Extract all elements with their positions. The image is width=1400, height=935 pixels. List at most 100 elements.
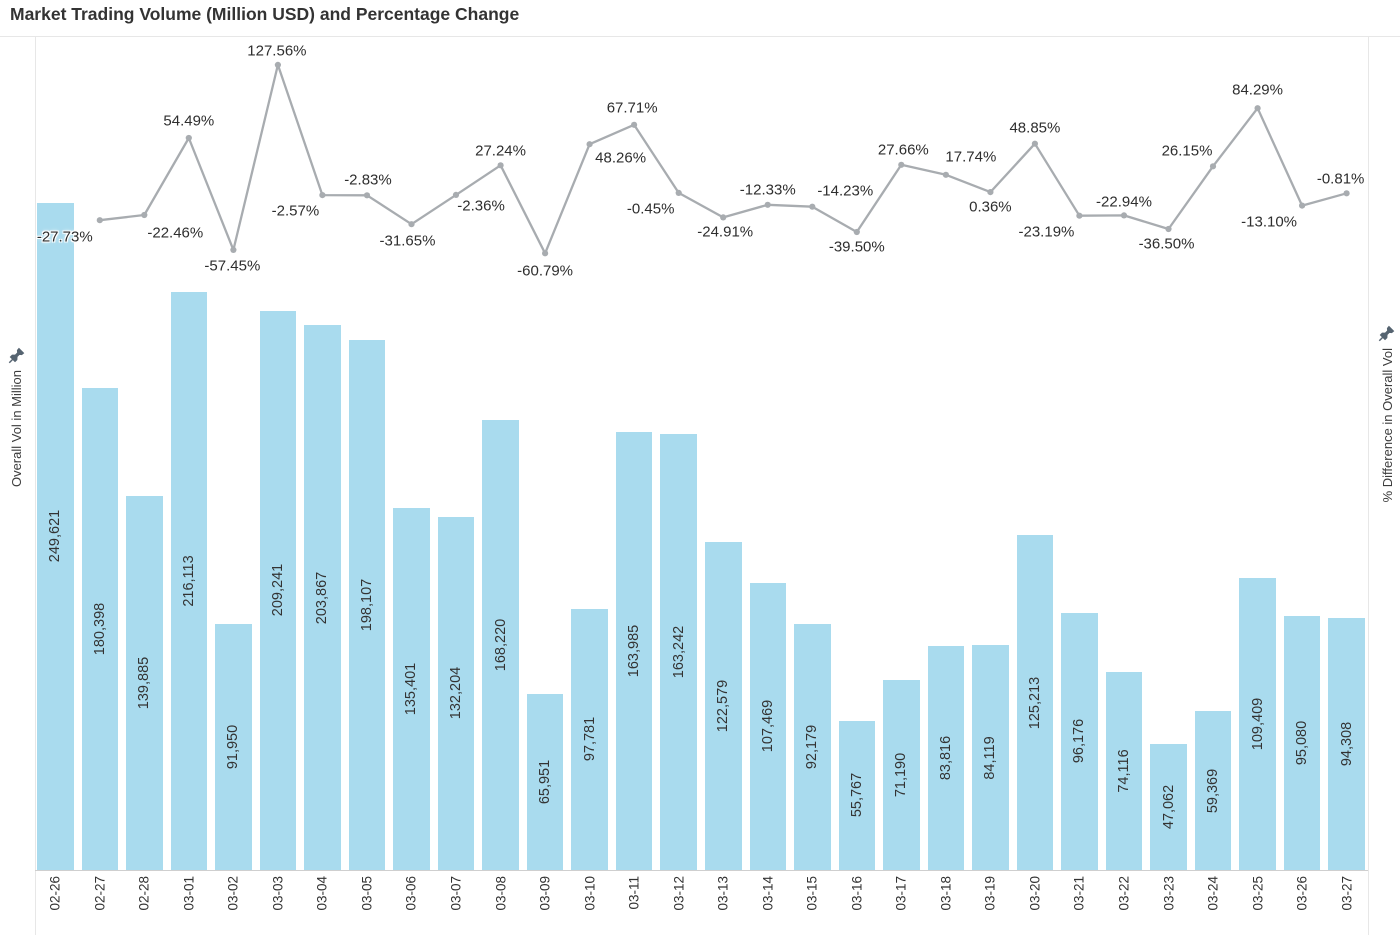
volume-bar-03-22[interactable]	[1105, 671, 1143, 870]
x-axis-label-03-21[interactable]: 03-21	[1071, 876, 1087, 911]
volume-bar-03-19[interactable]	[972, 645, 1009, 870]
pct-value-label-03-05: -2.83%	[344, 171, 392, 189]
pct-value-label-03-21: -23.19%	[1018, 223, 1075, 241]
pct-value-label-03-12: -0.45%	[626, 200, 675, 218]
pct-point-marker[interactable]	[1254, 105, 1261, 112]
x-axis-label-03-24[interactable]: 03-24	[1205, 876, 1221, 911]
volume-bar-03-03[interactable]	[259, 310, 297, 870]
x-axis-label-02-28[interactable]: 02-28	[136, 876, 152, 911]
pct-point-marker[interactable]	[497, 162, 504, 169]
pct-point-marker[interactable]	[720, 214, 727, 221]
volume-bar-03-14[interactable]	[749, 582, 786, 870]
volume-bar-03-26[interactable]	[1283, 615, 1321, 870]
volume-bar-03-17[interactable]	[883, 679, 920, 870]
x-axis-label-03-13[interactable]: 03-13	[715, 876, 731, 911]
pct-point-marker[interactable]	[675, 189, 682, 196]
x-axis-label-03-12[interactable]: 03-12	[671, 876, 687, 911]
x-axis-label-03-10[interactable]: 03-10	[582, 876, 598, 911]
pct-point-marker[interactable]	[274, 61, 281, 68]
pct-point-marker[interactable]	[408, 221, 415, 228]
x-axis-label-03-27[interactable]: 03-27	[1339, 876, 1355, 911]
x-axis-label-03-11[interactable]: 03-11	[626, 876, 642, 910]
pct-point-marker[interactable]	[764, 201, 771, 208]
x-axis-label-03-25[interactable]: 03-25	[1250, 876, 1266, 911]
volume-bar-03-20[interactable]	[1016, 535, 1054, 870]
x-axis-label-03-15[interactable]: 03-15	[804, 876, 820, 911]
x-axis-label-03-23[interactable]: 03-23	[1161, 876, 1176, 911]
pct-point-marker[interactable]	[542, 250, 549, 257]
pct-value-label-03-15: -14.23%	[817, 182, 874, 200]
x-axis-label-03-06[interactable]: 03-06	[403, 876, 419, 911]
x-axis-label-02-27[interactable]: 02-27	[92, 876, 108, 911]
volume-bar-03-07[interactable]	[437, 516, 475, 870]
volume-bar-03-21[interactable]	[1061, 612, 1098, 870]
x-axis-label-03-01[interactable]: 03-01	[181, 876, 197, 911]
x-axis-label-03-18[interactable]: 03-18	[938, 876, 954, 911]
volume-bar-03-11[interactable]	[615, 431, 653, 870]
pct-point-marker[interactable]	[230, 246, 237, 253]
left-axis-pin-icon[interactable]	[8, 347, 25, 364]
pct-point-marker[interactable]	[185, 134, 192, 142]
volume-bar-02-26[interactable]	[37, 202, 74, 870]
pct-point-marker[interactable]	[141, 211, 148, 219]
x-axis-label-02-26[interactable]: 02-26	[47, 876, 63, 911]
pct-point-marker[interactable]	[363, 192, 371, 199]
pct-point-marker[interactable]	[942, 171, 950, 178]
pct-point-marker[interactable]	[987, 189, 994, 196]
pct-point-marker[interactable]	[809, 203, 816, 210]
x-axis-label-03-22[interactable]: 03-22	[1116, 876, 1132, 911]
x-axis-label-03-14[interactable]: 03-14	[760, 876, 776, 911]
x-axis-label-03-03[interactable]: 03-03	[270, 876, 286, 911]
volume-bar-03-13[interactable]	[705, 542, 742, 870]
pct-value-label-03-16: -39.50%	[828, 238, 885, 256]
x-axis-label-03-26[interactable]: 03-26	[1294, 876, 1310, 911]
pct-point-marker[interactable]	[1165, 225, 1172, 233]
x-axis-label-03-02[interactable]: 03-02	[225, 876, 241, 911]
right-axis-pin-icon[interactable]	[1378, 325, 1395, 342]
pct-point-marker[interactable]	[1209, 163, 1217, 170]
volume-bar-03-24[interactable]	[1194, 711, 1232, 870]
x-axis-label-03-09[interactable]: 03-09	[537, 876, 553, 911]
volume-bar-03-27[interactable]	[1328, 617, 1365, 870]
pct-point-marker[interactable]	[853, 228, 860, 236]
x-axis-label-03-19[interactable]: 03-19	[982, 876, 998, 911]
pct-point-marker[interactable]	[96, 217, 103, 224]
volume-bar-02-27[interactable]	[81, 387, 118, 870]
pct-point-marker[interactable]	[1120, 212, 1128, 219]
bar-value-label: 74,116	[1115, 749, 1132, 793]
x-axis-label-03-20[interactable]: 03-20	[1027, 876, 1043, 911]
pct-point-marker[interactable]	[586, 141, 593, 148]
volume-bar-03-01[interactable]	[170, 292, 208, 870]
x-axis-label-03-05[interactable]: 03-05	[359, 876, 375, 911]
pct-point-marker[interactable]	[1343, 190, 1350, 197]
volume-bar-03-16[interactable]	[838, 720, 875, 870]
volume-bar-03-10[interactable]	[571, 608, 608, 870]
volume-bar-03-02[interactable]	[215, 624, 252, 870]
volume-bar-03-05[interactable]	[348, 340, 386, 870]
pct-point-marker[interactable]	[631, 121, 638, 128]
volume-bar-03-04[interactable]	[304, 325, 341, 870]
pct-point-marker[interactable]	[1031, 140, 1038, 147]
x-axis-label-03-07[interactable]: 03-07	[448, 876, 464, 911]
volume-bar-03-08[interactable]	[482, 420, 519, 870]
pct-point-marker[interactable]	[1076, 212, 1083, 219]
volume-bar-03-12[interactable]	[660, 433, 697, 870]
volume-bar-03-25[interactable]	[1239, 577, 1276, 870]
right-axis-title: % Difference in Overall Vol	[1380, 348, 1395, 503]
x-axis-label-03-04[interactable]: 03-04	[314, 876, 330, 911]
volume-bar-03-15[interactable]	[794, 623, 831, 870]
x-axis-label-03-17[interactable]: 03-17	[893, 876, 909, 911]
x-axis-label-03-16[interactable]: 03-16	[849, 876, 865, 911]
volume-bar-03-18[interactable]	[927, 646, 965, 870]
volume-bar-02-28[interactable]	[126, 496, 163, 870]
bar-value-label: 216,113	[180, 555, 197, 607]
pct-point-marker[interactable]	[319, 192, 326, 199]
pct-point-marker[interactable]	[1299, 202, 1306, 209]
volume-bar-03-09[interactable]	[526, 693, 564, 870]
pct-point-marker[interactable]	[898, 161, 905, 168]
pct-value-label-03-23: -36.50%	[1138, 235, 1195, 253]
volume-bar-03-06[interactable]	[393, 508, 430, 870]
volume-bar-03-23[interactable]	[1150, 744, 1187, 870]
x-axis-label-03-08[interactable]: 03-08	[493, 876, 509, 911]
